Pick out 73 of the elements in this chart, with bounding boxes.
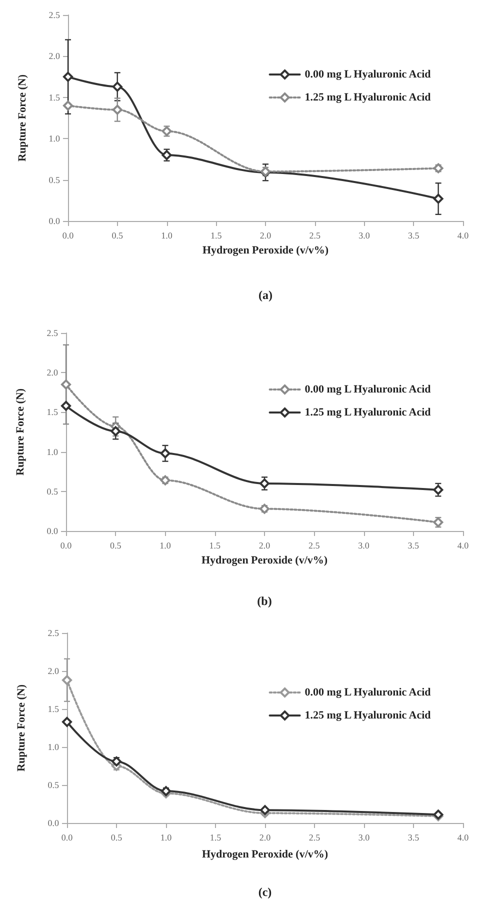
y-tick-label: 1.0 (46, 446, 58, 457)
point (63, 100, 73, 111)
x-tick-label: 0.0 (60, 540, 72, 550)
x-tick-label: 4.0 (457, 230, 470, 240)
y-tick-label: 1.5 (46, 407, 58, 418)
x-tick-label: 1.0 (161, 230, 173, 240)
point (260, 805, 270, 816)
y-axis-title: Rupture Force (N) (16, 684, 28, 772)
y-tick-label: 2.5 (46, 328, 58, 338)
x-tick-label: 1.0 (160, 832, 172, 842)
y-tick-label: 2.0 (48, 666, 60, 676)
x-axis-title: Hydrogen Peroxide (v/v%) (202, 848, 328, 860)
x-axis-title: Hydrogen Peroxide (v/v%) (201, 554, 328, 566)
x-axis-title: Hydrogen Peroxide (v/v%) (202, 244, 329, 256)
point (62, 675, 72, 686)
text: (b) (257, 594, 272, 608)
legend-label: 1.25 mg L Hyaluronic Acid (304, 92, 431, 104)
y-tick-label: 0.5 (48, 780, 60, 790)
x-tick-label: 2.5 (308, 540, 320, 550)
point (112, 104, 122, 115)
point (63, 72, 73, 82)
point (433, 194, 444, 204)
y-tick-label: 0.0 (48, 818, 60, 828)
point (260, 478, 270, 488)
point (62, 716, 72, 727)
x-tick-label: 3.0 (358, 540, 370, 550)
x-tick-label: 0.5 (110, 540, 122, 550)
x-tick-label: 4.0 (457, 540, 470, 550)
text: (a) (258, 288, 272, 302)
x-tick-label: 2.0 (260, 230, 272, 240)
x-tick-label: 3.5 (408, 832, 420, 842)
y-tick-label: 2.0 (46, 368, 58, 378)
y-tick-label: 1.5 (48, 92, 60, 102)
y-tick-label: 2.0 (48, 51, 60, 62)
x-tick-label: 2.0 (258, 540, 271, 550)
x-tick-label: 3.0 (358, 832, 370, 842)
x-tick-label: 3.5 (408, 540, 420, 550)
point (61, 400, 71, 411)
y-tick-label: 1.0 (48, 742, 60, 752)
text: (c) (258, 885, 272, 899)
y-tick-label: 2.5 (48, 10, 60, 20)
y-axis-title: Rupture Force (N) (16, 74, 28, 162)
x-tick-label: 1.0 (160, 540, 172, 550)
x-tick-label: 2.5 (309, 230, 321, 240)
legend-label: 0.00 mg L Hyaluronic Acid (304, 68, 431, 80)
y-tick-label: 1.0 (48, 134, 60, 144)
x-tick-label: 2.0 (259, 832, 272, 842)
point (61, 379, 71, 390)
point (112, 756, 122, 766)
x-tick-label: 0.5 (112, 230, 124, 240)
x-tick-label: 2.5 (308, 832, 321, 842)
legend-label: 1.25 mg L Hyaluronic Acid (304, 406, 431, 418)
x-tick-label: 0.0 (61, 832, 74, 842)
y-tick-label: 2.5 (48, 628, 60, 638)
y-tick-label: 0.5 (46, 486, 58, 496)
y-tick-label: 0.5 (48, 174, 60, 185)
x-tick-label: 3.5 (408, 230, 420, 240)
point (160, 448, 170, 458)
x-tick-label: 4.0 (457, 832, 470, 842)
legend-label: 1.25 mg L Hyaluronic Acid (304, 710, 431, 722)
x-tick-label: 3.0 (358, 230, 370, 240)
y-tick-label: 0.0 (46, 526, 58, 536)
point (112, 82, 122, 92)
x-tick-label: 1.5 (210, 832, 222, 842)
y-axis-title: Rupture Force (N) (14, 388, 26, 476)
legend-label: 0.00 mg L Hyaluronic Acid (304, 384, 431, 396)
x-tick-label: 1.5 (210, 230, 222, 240)
y-tick-label: 0.0 (48, 216, 60, 226)
x-tick-label: 0.0 (62, 230, 74, 240)
x-tick-label: 0.5 (110, 832, 123, 842)
y-tick-label: 1.5 (48, 704, 60, 714)
legend-label: 0.00 mg L Hyaluronic Acid (304, 686, 431, 698)
x-tick-label: 1.5 (209, 540, 221, 550)
